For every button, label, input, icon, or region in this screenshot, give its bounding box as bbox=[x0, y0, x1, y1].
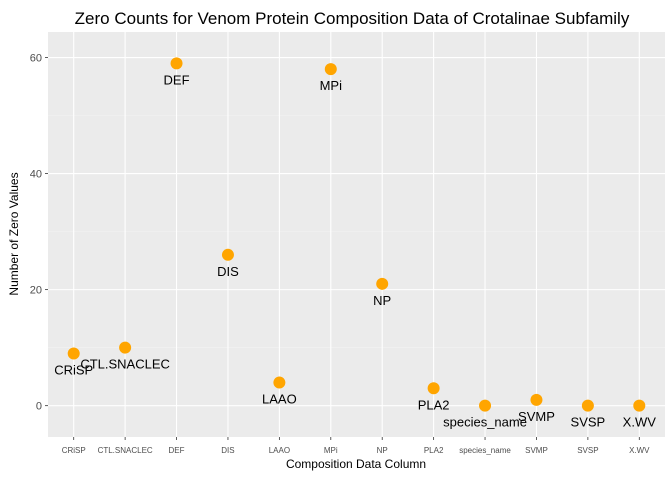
data-point bbox=[530, 393, 543, 406]
data-point-label: SVSP bbox=[571, 415, 606, 430]
data-point bbox=[479, 399, 492, 412]
x-tick-label: NP bbox=[377, 446, 388, 455]
data-point bbox=[273, 376, 286, 389]
data-point-label: DEF bbox=[164, 72, 190, 87]
data-point bbox=[221, 248, 234, 261]
x-axis-title: Composition Data Column bbox=[286, 457, 426, 471]
data-point bbox=[376, 277, 389, 290]
data-point bbox=[119, 341, 132, 354]
x-tick-label: SVMP bbox=[525, 446, 548, 455]
x-axis-ticks: CRiSP CTL.SNACLEC DEF DIS LAAO MPi NP PLA2 speci… bbox=[62, 437, 650, 455]
chart-title: Zero Counts for Venom Protein Compositio… bbox=[75, 9, 630, 28]
data-point-label: MPi bbox=[320, 78, 343, 93]
data-point-label: PLA2 bbox=[418, 397, 450, 412]
y-tick-label: 40 bbox=[30, 169, 42, 181]
x-tick-label: PLA2 bbox=[424, 446, 444, 455]
y-tick-label: 0 bbox=[36, 401, 42, 413]
data-point-label: SVMP bbox=[518, 409, 555, 424]
x-tick-label: X.WV bbox=[629, 446, 650, 455]
data-point bbox=[633, 399, 646, 412]
major-gridlines bbox=[48, 32, 665, 437]
data-points bbox=[67, 57, 646, 412]
data-point-label: NP bbox=[373, 293, 391, 308]
y-axis-title: Number of Zero Values bbox=[7, 172, 21, 295]
data-point bbox=[170, 57, 183, 70]
x-tick-label: CRiSP bbox=[62, 446, 86, 455]
data-point-label: DIS bbox=[217, 264, 239, 279]
x-tick-label: CTL.SNACLEC bbox=[98, 446, 153, 455]
minor-gridlines bbox=[48, 115, 665, 348]
x-tick-label: DIS bbox=[221, 446, 234, 455]
data-point bbox=[427, 382, 440, 395]
data-point-label: CTL.SNACLEC bbox=[80, 357, 170, 372]
y-tick-label: 60 bbox=[30, 53, 42, 65]
x-tick-label: LAAO bbox=[269, 446, 290, 455]
y-axis-ticks: 0 20 40 60 bbox=[30, 53, 48, 413]
x-tick-label: species_name bbox=[459, 446, 511, 455]
x-tick-label: MPi bbox=[324, 446, 338, 455]
data-point bbox=[67, 347, 80, 360]
x-tick-label: DEF bbox=[169, 446, 185, 455]
x-tick-label: SVSP bbox=[577, 446, 598, 455]
plot-panel bbox=[48, 32, 665, 437]
data-point-label: species_name bbox=[443, 415, 527, 430]
data-point-label: CRiSP bbox=[54, 362, 93, 377]
data-point-label: LAAO bbox=[262, 391, 297, 406]
data-point bbox=[581, 399, 594, 412]
data-point bbox=[324, 63, 337, 76]
y-tick-label: 20 bbox=[30, 285, 42, 297]
data-point-label: X.WV bbox=[623, 415, 657, 430]
